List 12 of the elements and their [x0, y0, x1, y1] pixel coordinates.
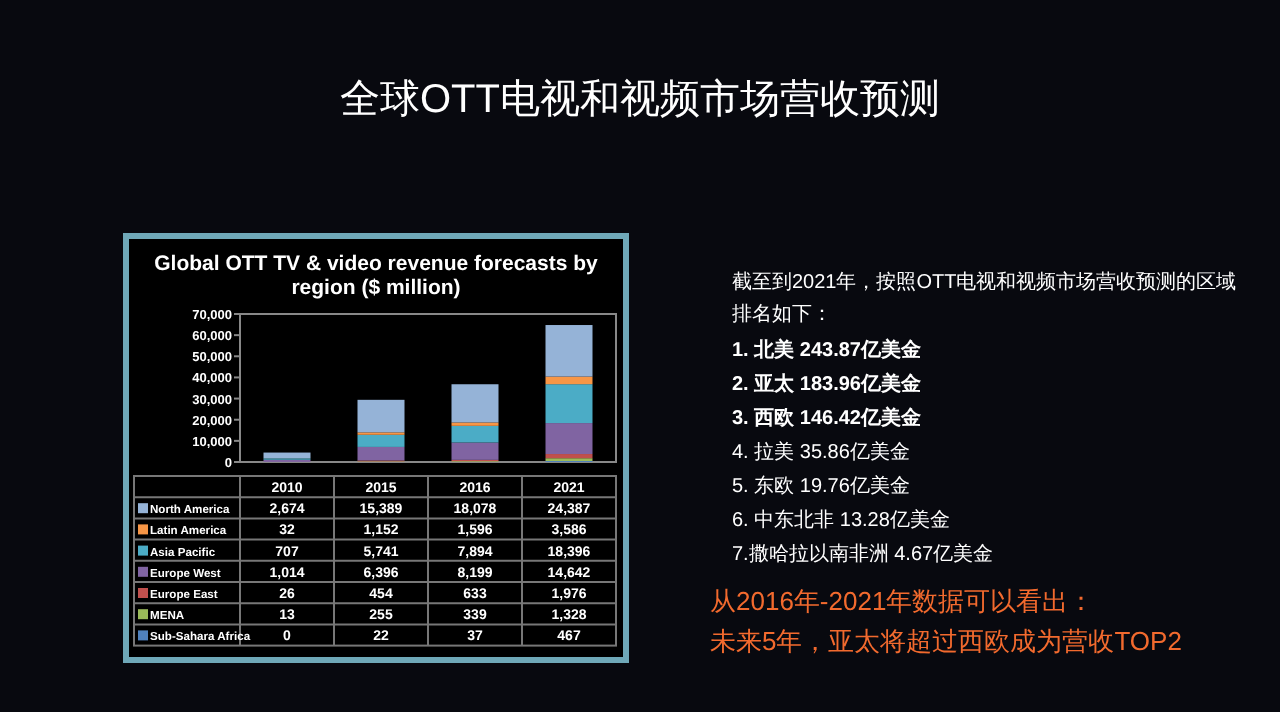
annotation: 2. 亚太 183.96亿美金 — [732, 370, 923, 400]
annotation: 5. 东欧 19.76亿美金 — [732, 473, 912, 502]
annotation: 截至到2021年，按照OTT电视和视频市场营收预测的区域排名如下： — [732, 269, 1239, 330]
annotation: 未来5年，亚太将超过西欧成为营收TOP2 — [710, 624, 1184, 660]
title: 全球OTT电视和视频市场营收预测 — [338, 76, 942, 126]
annotation: 6. 中东北非 13.28亿美金 — [732, 507, 952, 536]
annotation: 1. 北美 243.87亿美金 — [732, 336, 923, 366]
chart-subtitle: Global OTT TV & video revenue forecasts by region ($ million) — [154, 252, 599, 300]
annotation: 3. 西欧 146.42亿美金 — [732, 404, 923, 434]
annotation: 从2016年-2021年数据可以看出： — [710, 584, 1097, 620]
annotation: 7.撒哈拉以南非洲 4.67亿美金 — [732, 541, 996, 570]
annotation: 4. 拉美 35.86亿美金 — [732, 439, 912, 468]
